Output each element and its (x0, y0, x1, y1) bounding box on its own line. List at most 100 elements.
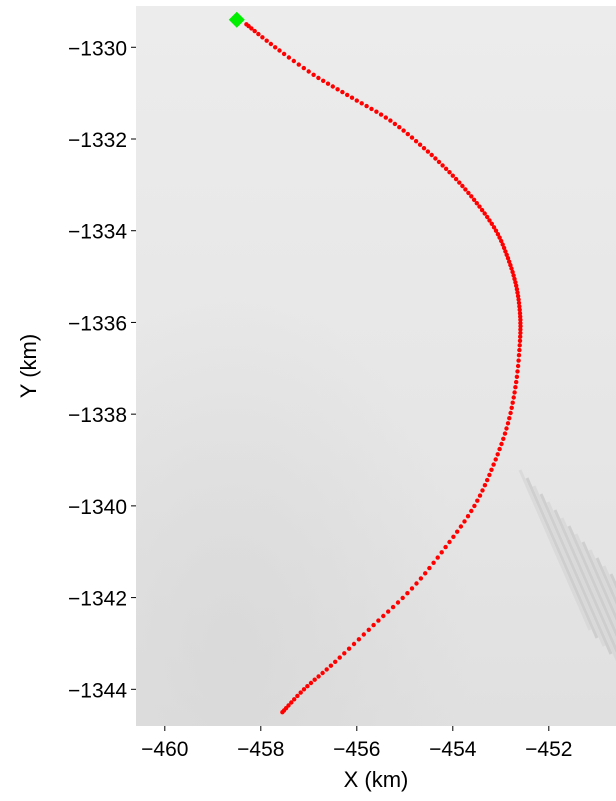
data-point (458, 524, 464, 529)
data-point (308, 680, 314, 686)
data-point (453, 176, 459, 182)
data-point (429, 152, 434, 158)
data-point (515, 363, 521, 369)
data-point (366, 627, 371, 632)
data-point (400, 595, 405, 601)
data-point (337, 655, 342, 660)
data-point (507, 416, 512, 421)
data-point (507, 259, 512, 264)
data-point (371, 622, 376, 628)
y-tick-label: −1342 (68, 588, 127, 611)
x-axis-ticks: −460 −458 −456 −454 −452 (141, 726, 572, 761)
data-point (268, 41, 274, 47)
y-tick-label: −1338 (68, 404, 127, 427)
x-tick-label: −456 (333, 738, 380, 761)
data-point (345, 92, 350, 98)
data-point (342, 651, 347, 656)
data-point (501, 436, 506, 441)
data-point (512, 276, 517, 282)
data-point (489, 467, 494, 472)
y-tick-label: −1344 (68, 679, 127, 702)
data-point (466, 190, 471, 196)
data-point (513, 280, 518, 285)
data-point (295, 693, 300, 699)
x-axis-label: X (km) (344, 767, 409, 792)
data-point (260, 35, 265, 40)
start-point-marker (228, 11, 245, 28)
data-point (508, 410, 513, 416)
data-point (516, 297, 521, 302)
data-point (356, 637, 362, 642)
data-point (418, 576, 424, 581)
data-point (298, 690, 303, 695)
data-point (477, 493, 483, 498)
data-point (493, 228, 499, 233)
data-point (518, 330, 523, 336)
data-point (388, 118, 393, 123)
data-point (425, 149, 431, 154)
data-point (505, 421, 511, 426)
data-point (447, 539, 452, 545)
data-point (491, 225, 497, 230)
data-point (381, 613, 386, 619)
data-point (328, 663, 334, 668)
data-point (514, 283, 519, 288)
data-point (516, 353, 522, 358)
data-point (292, 697, 297, 702)
data-point (405, 591, 410, 596)
start-point (228, 11, 245, 28)
data-point (436, 159, 442, 165)
data-point (378, 112, 384, 117)
data-point (482, 211, 487, 216)
data-point (499, 238, 504, 244)
data-point (517, 307, 522, 312)
data-point (471, 197, 477, 202)
data-point (397, 125, 402, 130)
y-tick-label: −1340 (68, 496, 127, 519)
data-point (374, 109, 379, 114)
data-point (440, 163, 445, 168)
data-point (477, 204, 482, 209)
data-point (502, 431, 508, 436)
data-point (321, 78, 326, 84)
data-point (346, 646, 352, 651)
data-point (515, 369, 520, 374)
data-point (264, 38, 269, 43)
data-point (335, 87, 340, 92)
x-tick-label: −458 (237, 738, 284, 761)
data-point (508, 262, 513, 268)
data-point (474, 201, 479, 206)
data-point (286, 55, 292, 60)
data-point (517, 347, 522, 353)
data-point (516, 300, 522, 306)
data-point (500, 242, 505, 247)
data-point (503, 249, 508, 254)
data-series (244, 22, 523, 715)
data-point (413, 139, 419, 144)
data-point (517, 304, 522, 309)
data-point (514, 379, 519, 385)
data-point (431, 560, 436, 565)
data-point (312, 677, 317, 682)
data-point (495, 232, 501, 237)
data-point (516, 358, 521, 363)
data-point (504, 252, 509, 257)
data-point (465, 514, 471, 519)
data-point (427, 565, 432, 571)
data-point (325, 81, 331, 86)
data-point (390, 604, 396, 610)
data-point (460, 183, 465, 189)
data-point (518, 317, 523, 322)
data-point (256, 31, 261, 37)
data-point (392, 121, 398, 127)
data-point (450, 173, 455, 178)
data-point (395, 600, 401, 605)
y-axis-label: Y (km) (16, 334, 41, 398)
data-point (515, 290, 520, 295)
data-point (439, 550, 444, 555)
data-point (487, 218, 492, 223)
data-point (505, 256, 511, 261)
data-point (472, 503, 477, 509)
data-point (433, 156, 438, 161)
